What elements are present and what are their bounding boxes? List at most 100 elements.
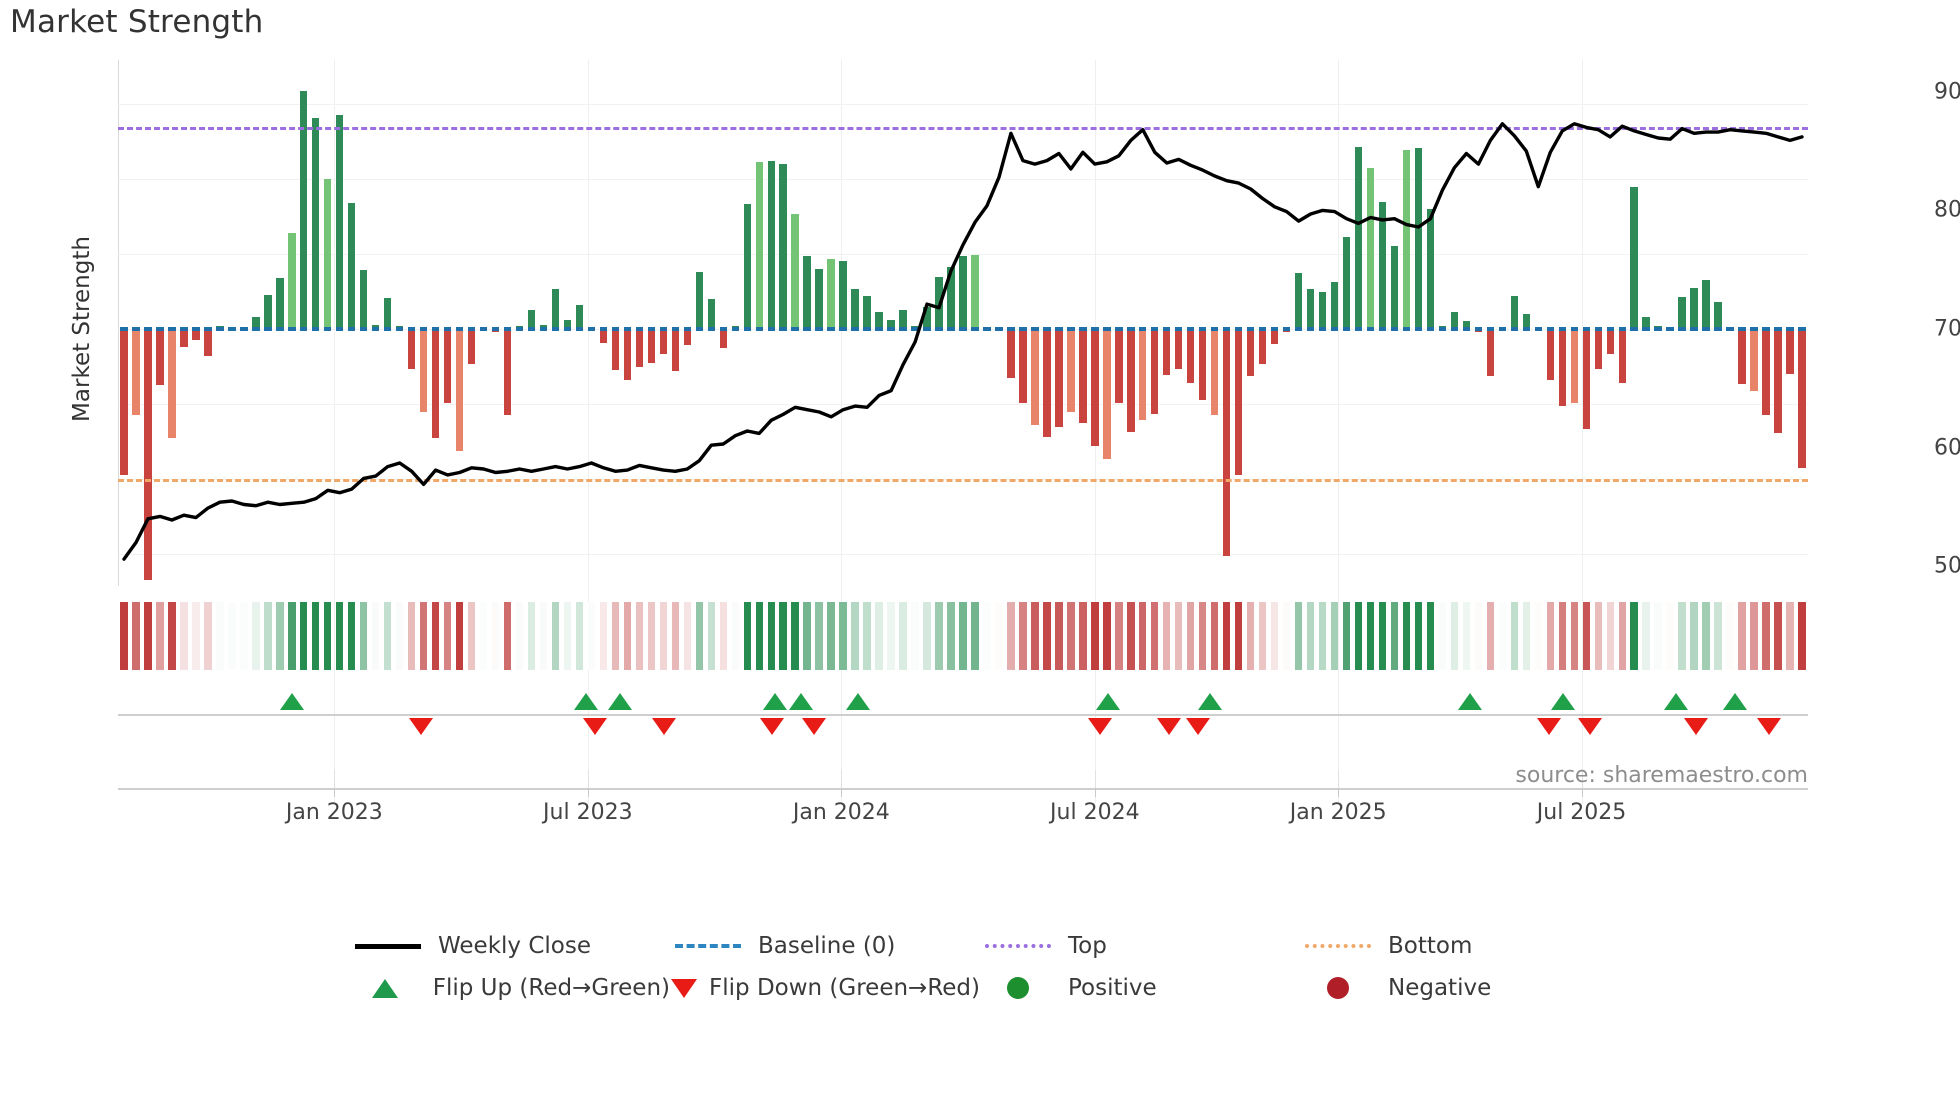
bar [455, 329, 464, 451]
y-axis-label: Market Strength [69, 236, 95, 422]
bar [1450, 311, 1459, 329]
heatmap-cell [467, 602, 476, 670]
x-axis-tick-mark [1338, 788, 1340, 797]
right-y-axis-tick-label: 60.00 [1934, 435, 1960, 461]
x-axis-tick [1338, 770, 1340, 788]
heatmap-cell [1678, 602, 1686, 670]
bar [264, 295, 272, 329]
baseline-segment [1450, 327, 1459, 331]
baseline-segment [348, 327, 356, 331]
bar [1127, 329, 1135, 432]
baseline-segment [815, 327, 823, 331]
baseline-segment [419, 327, 428, 331]
bar [252, 317, 260, 329]
baseline-segment [1510, 327, 1519, 331]
baseline-segment [1570, 327, 1578, 331]
heatmap-cell [156, 602, 164, 670]
flip-up-triangle-icon [1458, 693, 1482, 710]
baseline-segment [276, 327, 284, 331]
heatmap-cell [407, 602, 416, 670]
baseline-segment [551, 327, 560, 331]
bar [312, 117, 320, 329]
heatmap-cell [1294, 602, 1303, 670]
x-axis-tick-mark [334, 788, 336, 797]
heatmap-cell [1750, 602, 1758, 670]
bar [276, 278, 284, 329]
bar [204, 329, 212, 356]
legend-item[interactable]: Positive [980, 967, 1300, 1009]
flip-up-triangle-icon [607, 693, 632, 710]
gridline [118, 104, 1808, 105]
heatmap-cell [336, 602, 344, 670]
flip-down-triangle-icon [1537, 718, 1562, 735]
baseline-segment [671, 327, 680, 331]
baseline-segment [611, 327, 620, 331]
bar [1690, 287, 1698, 329]
flip-up-triangle-icon [763, 693, 788, 710]
heatmap-cell [324, 602, 332, 670]
bar [527, 310, 536, 329]
heatmap-cell [659, 602, 668, 670]
heatmap-cell [695, 602, 704, 670]
legend-row: Weekly Close Baseline (0) Top Bottom [350, 925, 1650, 967]
chart-legend: Weekly Close Baseline (0) Top Bottom Flip Up… [350, 925, 1650, 1009]
heatmap-cell [1378, 602, 1387, 670]
heatmap-cell [1774, 602, 1782, 670]
y-axis-spine [118, 60, 119, 586]
heatmap-cell [1786, 602, 1794, 670]
baseline-segment [1606, 327, 1614, 331]
bar [1702, 279, 1710, 329]
heatmap-cell [611, 602, 620, 670]
heatmap-cell [971, 602, 979, 670]
legend-item[interactable]: Top [980, 925, 1300, 967]
heatmap-cell [443, 602, 452, 670]
baseline-segment [1378, 327, 1387, 331]
bar [1019, 329, 1027, 404]
bar [1462, 320, 1471, 329]
baseline-segment [1187, 327, 1195, 331]
legend-item[interactable]: Baseline (0) [670, 925, 980, 967]
heatmap-cell [264, 602, 272, 670]
legend-label: Top [1068, 933, 1107, 959]
baseline-segment [264, 327, 272, 331]
heatmap-cell [491, 602, 500, 670]
bar [671, 329, 680, 371]
vertical-gridline [587, 60, 589, 804]
heatmap-cell [1234, 602, 1243, 670]
legend-item[interactable]: Bottom [1300, 925, 1600, 967]
source-attribution: source: sharemaestro.com [1515, 763, 1808, 788]
heatmap-cell [587, 602, 596, 670]
baseline-segment [707, 327, 715, 331]
legend-item[interactable]: Weekly Close [350, 925, 670, 967]
bar [647, 329, 656, 363]
legend-item[interactable]: Flip Up (Red→Green) [350, 967, 670, 1009]
heatmap-cell [1139, 602, 1147, 670]
baseline-segment [120, 327, 128, 331]
baseline-segment [1139, 327, 1147, 331]
baseline-segment [1546, 327, 1554, 331]
heatmap-cell [276, 602, 284, 670]
legend-item[interactable]: Flip Down (Green→Red) [670, 967, 980, 1009]
bar [1246, 329, 1255, 376]
baseline-segment [1534, 327, 1543, 331]
bar [431, 329, 440, 438]
heatmap-cell [827, 602, 835, 670]
legend-label: Bottom [1388, 933, 1473, 959]
legend-item[interactable]: Negative [1300, 967, 1600, 1009]
x-axis-rule [118, 788, 1808, 790]
right-y-axis-tick-label: 50.00 [1934, 553, 1960, 579]
heatmap-cell [875, 602, 883, 670]
baseline-segment [683, 327, 692, 331]
baseline-segment [1306, 327, 1315, 331]
bar [1774, 329, 1782, 433]
baseline-segment [1294, 327, 1303, 331]
bar [1606, 329, 1614, 354]
baseline-segment [443, 327, 452, 331]
flip-down-triangle-icon [1577, 718, 1602, 735]
heatmap-cell [1199, 602, 1207, 670]
bar [348, 203, 356, 329]
bar [743, 203, 751, 329]
heatmap-cell [1606, 602, 1614, 670]
baseline-segment [1402, 327, 1411, 331]
heatmap-cell [803, 602, 811, 670]
